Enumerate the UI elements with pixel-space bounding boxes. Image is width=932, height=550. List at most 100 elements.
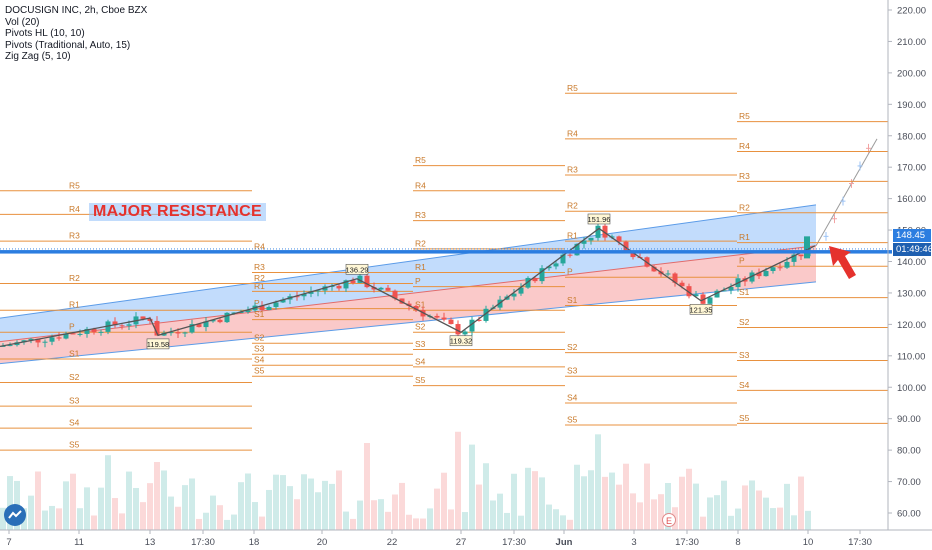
volume-bar xyxy=(511,473,517,530)
candle-body xyxy=(756,272,762,277)
candle-body xyxy=(784,261,790,268)
candle-body xyxy=(651,266,657,272)
indicator-pivots-hl[interactable]: Pivots HL (10, 10) xyxy=(5,28,85,39)
volume-bar xyxy=(532,471,538,530)
indicator-zigzag[interactable]: Zig Zag (5, 10) xyxy=(5,51,71,62)
candle-body xyxy=(483,308,489,321)
zigzag-label-box xyxy=(587,213,611,225)
candle-body xyxy=(602,225,608,238)
volume-bar xyxy=(161,470,167,530)
pivot-label-r1: R1 xyxy=(254,281,265,291)
chart-legend: DOCUSIGN INC, 2h, Cboe BZX Vol (20) Pivo… xyxy=(5,5,147,63)
candle-body xyxy=(798,254,804,257)
candle-body xyxy=(714,290,720,298)
pivot-label-p: P xyxy=(739,256,745,266)
volume-bar xyxy=(98,487,104,530)
volume-bar xyxy=(196,518,202,530)
pivot-label-r2: R2 xyxy=(254,273,265,283)
volume-bar xyxy=(350,518,356,530)
pivot-label-r4: R4 xyxy=(254,242,265,252)
time-axis: 7 11 13 17:30 18 20 22 27 17:30 Jun 3 17:30 8 10 17:30 xyxy=(0,529,932,548)
x-tick-label: 11 xyxy=(74,537,84,548)
pivot-label-r1: R1 xyxy=(69,300,80,310)
volume-bar xyxy=(0,507,6,530)
candle-body xyxy=(189,324,195,333)
candle-body xyxy=(168,332,174,334)
volume-bar xyxy=(567,519,573,530)
candle-body xyxy=(77,333,83,335)
volume-bar xyxy=(721,480,727,530)
countdown-tag: 01:49:46 xyxy=(893,243,932,256)
x-tick-label: 7 xyxy=(6,537,11,548)
indicator-pivots-traditional[interactable]: Pivots (Traditional, Auto, 15) xyxy=(5,39,131,51)
y-tick-label: 120.00 xyxy=(897,320,926,331)
candle-body xyxy=(147,318,153,321)
x-tick-label: 17:30 xyxy=(502,537,526,548)
volume-bar xyxy=(245,473,251,530)
volume-bar xyxy=(560,515,566,530)
pivot-label-s3: S3 xyxy=(415,339,426,349)
volume-bar xyxy=(434,488,440,530)
candle-body xyxy=(126,324,132,326)
volume-bar xyxy=(7,476,13,530)
volume-bar xyxy=(399,482,405,530)
candle-body xyxy=(511,293,517,297)
volume-bar xyxy=(266,489,272,530)
volume-bar xyxy=(728,515,734,530)
y-tick-label: 60.00 xyxy=(897,509,921,520)
x-tick-label: 10 xyxy=(803,537,814,548)
candle-body xyxy=(448,319,454,325)
volume-bar xyxy=(469,444,475,530)
resistance-line-bar xyxy=(0,250,892,254)
volume-bar xyxy=(427,508,433,530)
x-tick-label: 20 xyxy=(317,537,328,548)
x-tick-label: Jun xyxy=(556,537,573,548)
volume-bar xyxy=(525,467,531,530)
volume-bar xyxy=(154,462,160,530)
zigzag-label-box xyxy=(449,335,473,347)
pivot-label-r2: R2 xyxy=(567,201,578,211)
candle-body xyxy=(693,294,699,297)
pivot-label-s5: S5 xyxy=(567,414,578,424)
volume-bar xyxy=(42,510,48,530)
channel-upper-line xyxy=(0,204,817,319)
symbol-title[interactable]: DOCUSIGN INC, 2h, Cboe BZX xyxy=(5,5,148,16)
volume-bar xyxy=(770,508,776,530)
zigzag-label-box xyxy=(689,303,713,315)
volume-bar xyxy=(294,499,300,530)
earnings-icon[interactable]: E xyxy=(662,513,676,527)
y-tick-label: 80.00 xyxy=(897,446,921,457)
volume-bar xyxy=(686,468,692,530)
volume-bar xyxy=(70,473,76,530)
tradingview-logo[interactable] xyxy=(4,504,26,526)
candle-body xyxy=(231,312,237,314)
candle-body xyxy=(455,324,461,335)
candle-body xyxy=(385,287,391,291)
candle-body xyxy=(532,277,538,282)
candle-body xyxy=(224,312,230,323)
volume-bar xyxy=(364,443,370,530)
candle-body xyxy=(630,252,636,258)
candle-body xyxy=(28,338,34,341)
candle-body xyxy=(567,254,573,256)
indicator-volume[interactable]: Vol (20) xyxy=(5,16,40,28)
candle-body xyxy=(595,225,601,238)
candle-body xyxy=(140,316,146,319)
volume-bar xyxy=(210,495,216,530)
volume-bar xyxy=(259,516,265,530)
volume-bar xyxy=(322,480,328,530)
candle-body xyxy=(581,240,587,244)
candle-body xyxy=(210,319,216,322)
x-tick-label: 22 xyxy=(387,537,398,548)
volume-bar xyxy=(112,498,118,530)
x-tick-label: 3 xyxy=(631,537,636,548)
candle-body xyxy=(35,338,41,343)
volume-bar xyxy=(595,434,601,530)
candle-body xyxy=(441,317,447,320)
candle-body xyxy=(539,268,545,282)
pivot-label-s1: S1 xyxy=(254,309,265,319)
volume-bar xyxy=(749,480,755,530)
candle-body xyxy=(63,333,69,339)
candle-body xyxy=(777,267,783,269)
